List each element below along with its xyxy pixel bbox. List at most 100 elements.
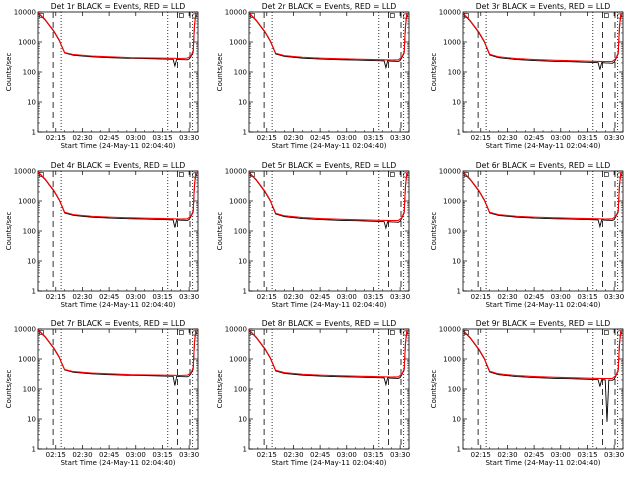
x-tick-label: 02:30 (497, 451, 517, 459)
y-axis-label: Counts/sec (216, 212, 224, 251)
corner-box-marker (39, 13, 44, 18)
y-tick-label: 100 (234, 227, 247, 235)
y-tick-label: 10 (27, 415, 36, 423)
panel-det-3: Det 3r BLACK = Events, RED = LLD 1 10 100 10… (430, 2, 624, 150)
lld-series-line (37, 171, 197, 220)
x-tick-label: 03:15 (577, 134, 597, 142)
x-tick-label: 02:30 (497, 134, 517, 142)
y-tick-label: 100 (23, 68, 36, 76)
y-tick-label: 10000 (225, 167, 247, 175)
x-axis-label: Start Time (24-May-11 02:04:40) (271, 301, 386, 309)
corner-box-marker (39, 330, 44, 335)
panel-det-4: Det 4r BLACK = Events, RED = LLD 1 10 100 10… (5, 161, 199, 309)
panel-det-2: Det 2r BLACK = Events, RED = LLD 1 10 100 10… (216, 2, 410, 150)
y-axis-label: Counts/sec (5, 212, 13, 251)
y-tick-label: 1000 (229, 38, 247, 46)
y-axis-label: Counts/sec (5, 53, 13, 92)
y-tick-label: 10 (452, 98, 461, 106)
panel-det-9: Det 9r BLACK = Events, RED = LLD 1 10 100 10… (430, 319, 624, 467)
x-tick-label: 03:30 (179, 134, 199, 142)
corner-box-marker (179, 13, 184, 18)
panel-title: Det 3r BLACK = Events, RED = LLD (476, 2, 611, 11)
x-tick-label: 02:45 (310, 451, 330, 459)
y-tick-label: 1000 (18, 355, 36, 363)
y-tick-label: 1000 (18, 38, 36, 46)
x-tick-label: 03:15 (152, 451, 172, 459)
y-tick-label: 10 (27, 98, 36, 106)
lld-series-line (248, 329, 408, 378)
x-tick-label: 02:45 (524, 293, 544, 301)
x-tick-label: 03:15 (577, 293, 597, 301)
x-tick-label: 02:45 (99, 451, 119, 459)
x-tick-label: 03:00 (126, 134, 146, 142)
y-tick-label: 1 (457, 445, 461, 453)
x-tick-label: 02:15 (257, 293, 277, 301)
y-tick-label: 10000 (14, 167, 36, 175)
y-tick-label: 1000 (229, 355, 247, 363)
plot-frame (248, 11, 410, 133)
y-tick-label: 100 (234, 385, 247, 393)
plot-frame (37, 170, 199, 292)
corner-box-marker (179, 330, 184, 335)
y-tick-label: 100 (448, 68, 461, 76)
x-tick-label: 02:45 (99, 293, 119, 301)
y-tick-label: 100 (23, 385, 36, 393)
y-tick-label: 1000 (229, 197, 247, 205)
x-tick-label: 03:30 (179, 451, 199, 459)
panel-det-8: Det 8r BLACK = Events, RED = LLD 1 10 100 10… (216, 319, 410, 467)
x-tick-label: 02:30 (283, 451, 303, 459)
corner-circle-marker (191, 13, 197, 19)
y-tick-label: 1 (243, 128, 247, 136)
events-series-line (248, 172, 408, 230)
corner-circle-marker (191, 330, 197, 336)
y-axis-label: Counts/sec (5, 370, 13, 409)
x-tick-label: 02:45 (310, 293, 330, 301)
panel-title: Det 9r BLACK = Events, RED = LLD (476, 319, 611, 328)
x-tick-label: 03:30 (604, 293, 624, 301)
x-tick-label: 03:30 (390, 293, 410, 301)
y-tick-label: 100 (234, 68, 247, 76)
y-tick-label: 10 (452, 257, 461, 265)
y-axis-label: Counts/sec (216, 370, 224, 409)
y-tick-label: 100 (448, 385, 461, 393)
x-tick-label: 02:15 (471, 451, 491, 459)
y-tick-label: 1 (243, 445, 247, 453)
x-axis-label: Start Time (24-May-11 02:04:40) (60, 459, 175, 467)
y-tick-label: 10000 (439, 325, 461, 333)
plot-frame (462, 328, 624, 450)
x-tick-label: 02:15 (257, 134, 277, 142)
x-axis-label: Start Time (24-May-11 02:04:40) (485, 301, 600, 309)
corner-box-marker (604, 330, 609, 335)
corner-circle-marker (616, 172, 622, 178)
x-tick-label: 02:15 (471, 134, 491, 142)
corner-circle-marker (402, 13, 408, 19)
panel-title: Det 5r BLACK = Events, RED = LLD (262, 161, 397, 170)
y-tick-label: 1 (457, 287, 461, 295)
x-tick-label: 03:30 (390, 451, 410, 459)
x-tick-label: 03:30 (390, 134, 410, 142)
y-axis-label: Counts/sec (430, 53, 438, 92)
x-tick-label: 02:45 (310, 134, 330, 142)
y-tick-label: 10 (238, 98, 247, 106)
lld-series-line (248, 171, 408, 222)
x-tick-label: 02:30 (283, 293, 303, 301)
y-tick-label: 10000 (225, 325, 247, 333)
corner-box-marker (179, 172, 184, 177)
plot-frame (37, 11, 199, 133)
x-axis-label: Start Time (24-May-11 02:04:40) (271, 459, 386, 467)
y-axis-label: Counts/sec (216, 53, 224, 92)
panel-title: Det 8r BLACK = Events, RED = LLD (262, 319, 397, 328)
panel-title: Det 2r BLACK = Events, RED = LLD (262, 2, 397, 11)
corner-box-marker (390, 330, 395, 335)
x-tick-label: 03:15 (577, 451, 597, 459)
y-tick-label: 1 (32, 445, 36, 453)
y-tick-label: 1000 (443, 355, 461, 363)
corner-circle-marker (616, 13, 622, 19)
y-tick-label: 10000 (14, 325, 36, 333)
x-tick-label: 03:00 (551, 293, 571, 301)
x-tick-label: 02:30 (283, 134, 303, 142)
y-axis-label: Counts/sec (430, 212, 438, 251)
x-axis-label: Start Time (24-May-11 02:04:40) (271, 142, 386, 150)
lld-series-line (248, 12, 408, 61)
